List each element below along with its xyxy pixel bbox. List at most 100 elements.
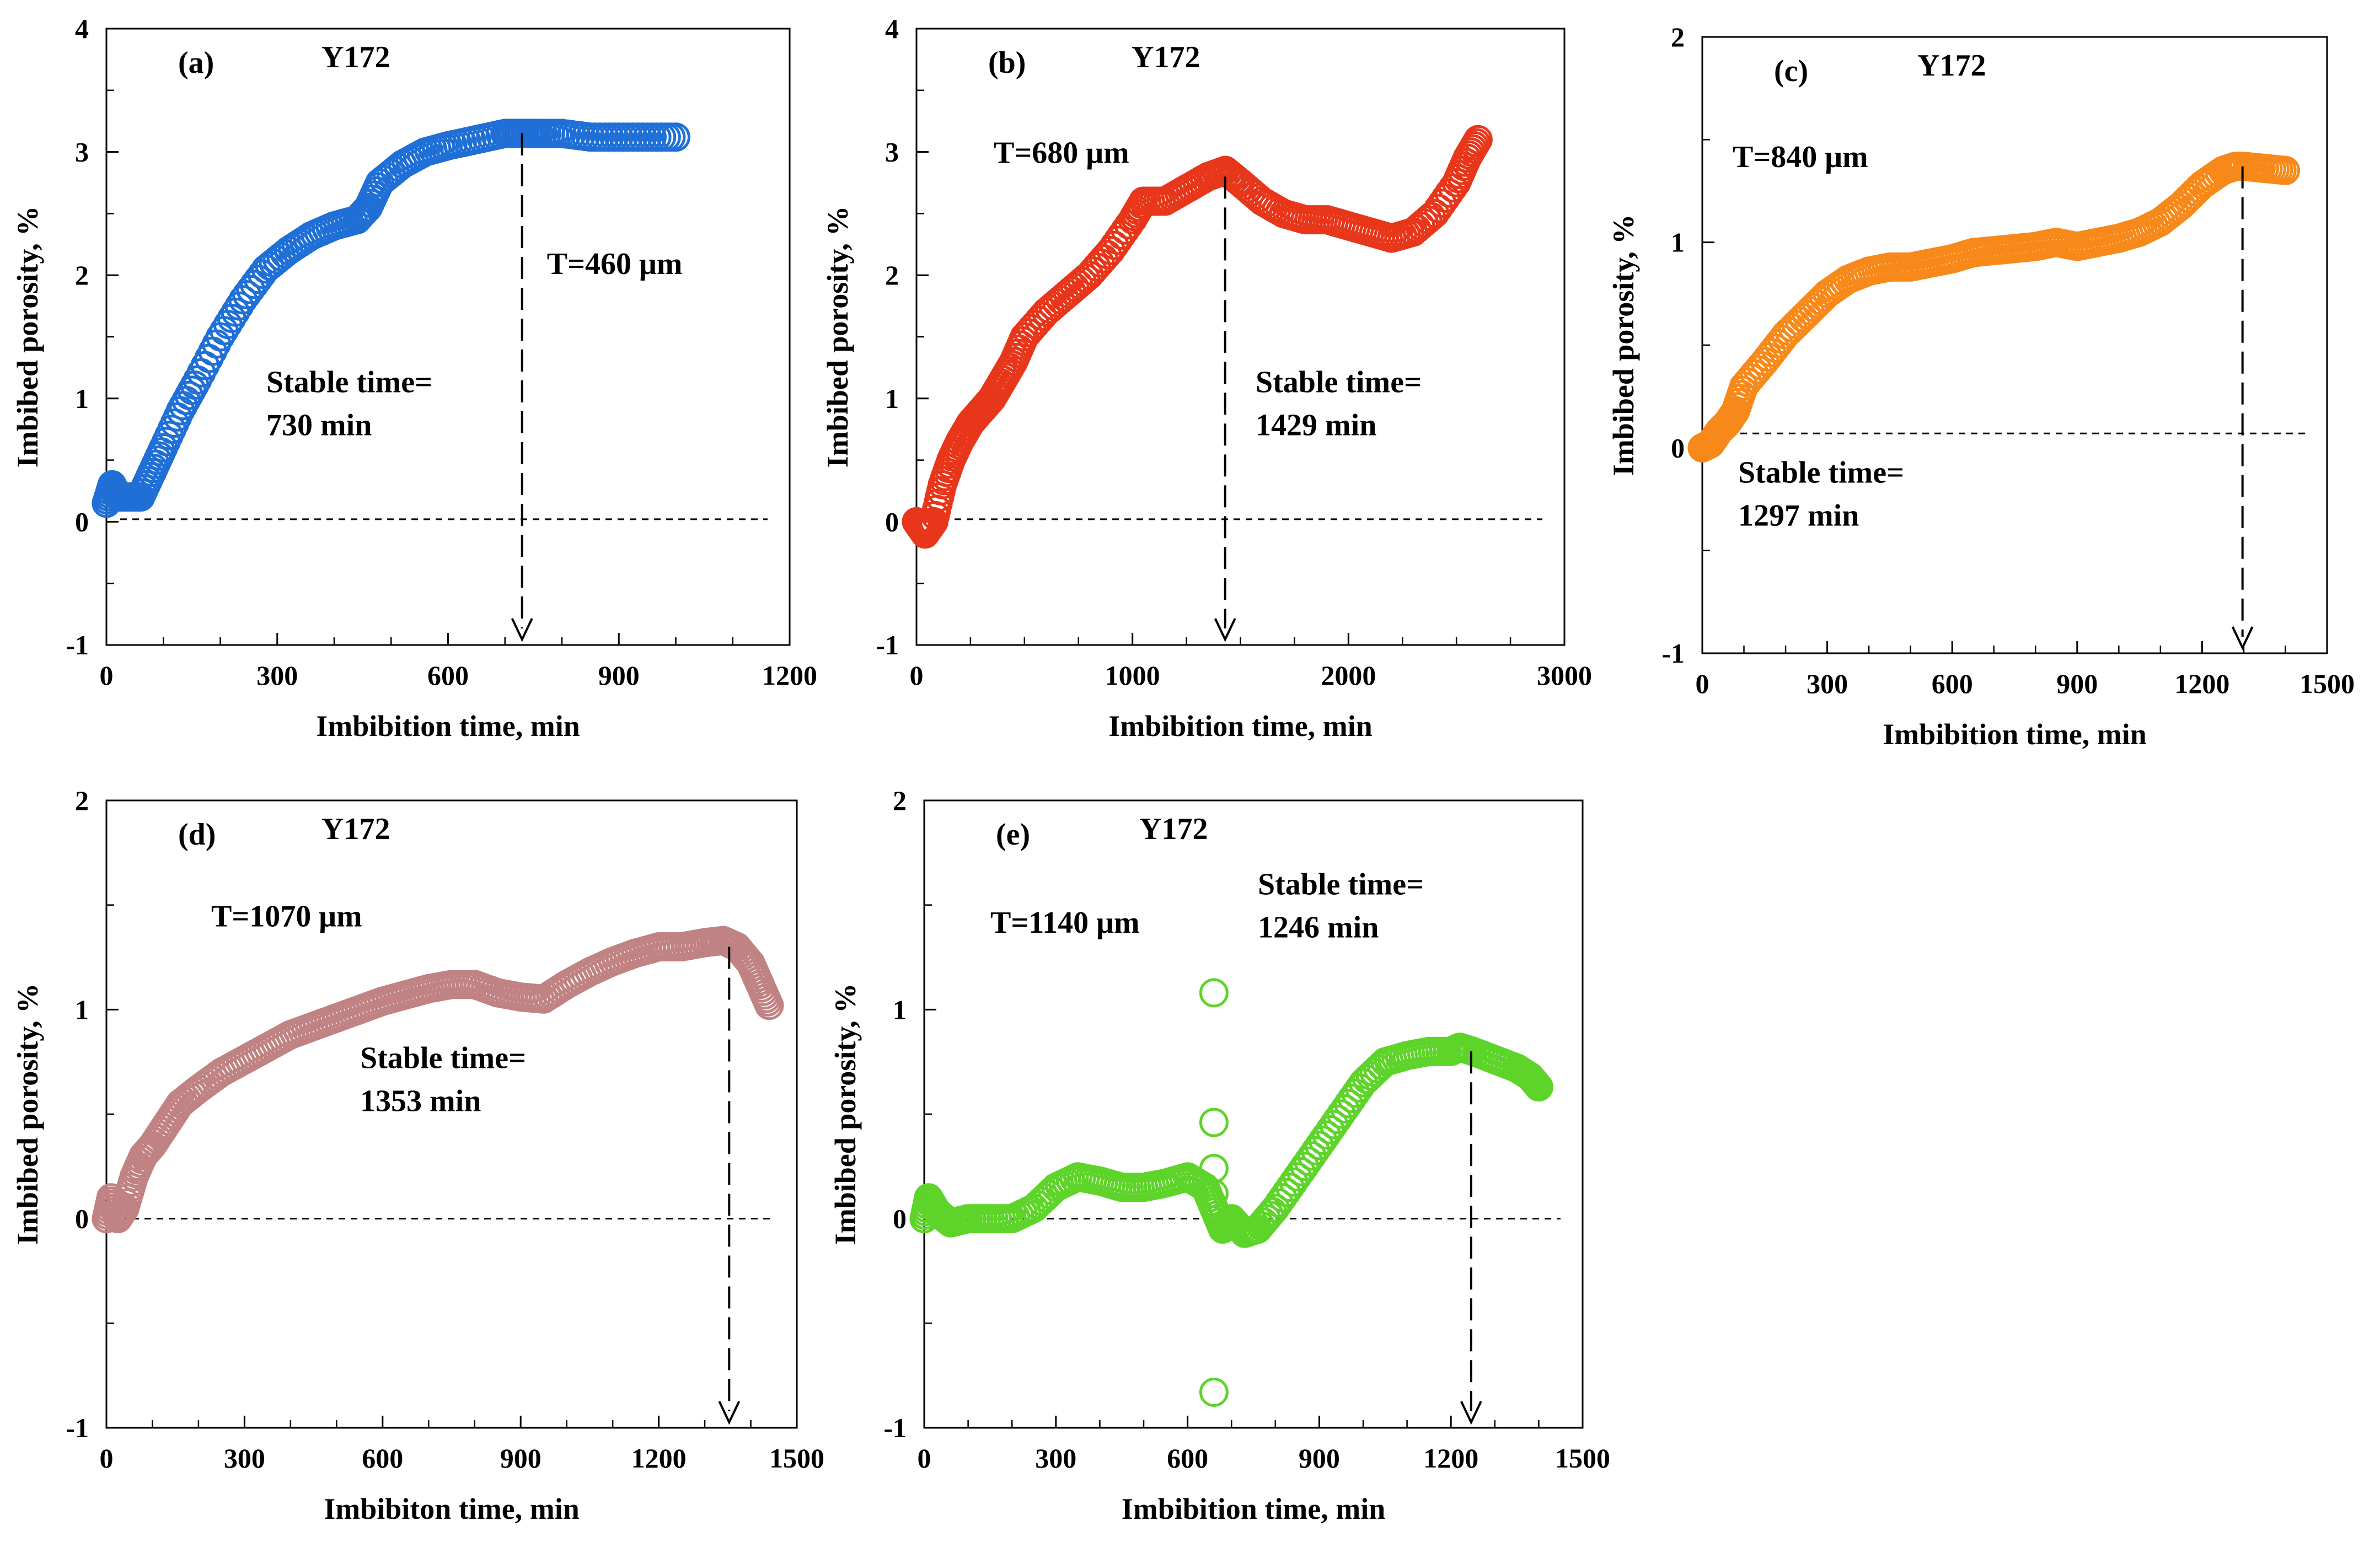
plot-frame [105, 28, 791, 646]
data-point [232, 280, 262, 310]
y-axis-label: Imbibed porosity, % [1607, 214, 1640, 476]
y-tick-label: 1 [1671, 227, 1685, 258]
data-point [661, 122, 690, 152]
sample-name: Y172 [1139, 812, 1208, 846]
arrow-head [1214, 618, 1236, 642]
data-point [1460, 131, 1489, 160]
x-tick-label: 1200 [762, 660, 817, 691]
y-tick-label: 3 [885, 137, 899, 168]
stable-time-label: Stable time= [266, 365, 432, 400]
x-tick-label: 0 [1696, 668, 1709, 699]
plot-frame [923, 799, 1584, 1429]
y-tick-label: 4 [75, 13, 89, 44]
stable-time-value: 1353 min [360, 1084, 481, 1119]
outlier-point [1199, 1179, 1229, 1208]
sample-name: Y172 [1132, 40, 1200, 74]
stable-time-label: Stable time= [1738, 456, 1904, 490]
x-tick-label: 900 [598, 660, 640, 691]
y-tick-label: 2 [1671, 21, 1685, 52]
thickness-label: T=460 μm [547, 247, 683, 281]
y-tick-label: 2 [75, 785, 89, 816]
y-tick-label: -1 [883, 1412, 907, 1443]
y-tick-label: 0 [75, 506, 89, 537]
x-tick-label: 300 [224, 1443, 265, 1474]
data-point [236, 275, 266, 304]
data-point [1413, 205, 1443, 235]
sample-name: Y172 [1917, 49, 1986, 83]
y-tick-label: -1 [1661, 638, 1685, 669]
y-tick-label: 0 [885, 506, 899, 537]
arrow-head [718, 1401, 741, 1425]
y-tick-label: -1 [66, 630, 89, 660]
x-axis-label: Imbibition time, min [1883, 718, 2147, 751]
x-tick-label: 2000 [1321, 660, 1376, 691]
y-tick-label: 4 [885, 13, 899, 44]
y-tick-label: 1 [75, 383, 89, 414]
x-tick-label: 900 [500, 1443, 542, 1474]
data-point [2270, 155, 2300, 185]
y-tick-label: 1 [885, 383, 899, 414]
panel-label: (b) [988, 46, 1026, 80]
thickness-label: T=1070 μm [211, 900, 362, 934]
x-tick-label: 600 [1932, 668, 1973, 699]
x-tick-label: 0 [910, 660, 924, 691]
stable-time-value: 730 min [266, 408, 372, 443]
stable-time-label: Stable time= [1258, 868, 1424, 902]
y-axis-label: Imbibed porosity, % [829, 983, 862, 1245]
panel-e: 0 300 600 900 1200 1500 -1 0 1 2 Imbibition time, … [829, 785, 1610, 1525]
x-tick-label: 1000 [1105, 660, 1160, 691]
x-tick-label: 1500 [1555, 1443, 1610, 1474]
y-tick-label: 2 [893, 785, 907, 816]
y-axis-label: Imbibed porosity, % [11, 983, 44, 1245]
stable-time-value: 1297 min [1738, 499, 1859, 533]
y-axis-label: Imbibed porosity, % [821, 206, 854, 468]
panel-label: (c) [1774, 54, 1808, 88]
outlier-point [1199, 1108, 1229, 1137]
x-axis-label: Imbibition time, min [316, 709, 580, 743]
x-tick-label: 0 [100, 1443, 114, 1474]
plot-frame [1701, 36, 2328, 654]
stable-time-label: Stable time= [360, 1041, 526, 1076]
y-tick-label: -1 [876, 630, 899, 660]
x-tick-label: 1200 [2174, 668, 2229, 699]
x-tick-label: 300 [1807, 668, 1848, 699]
x-tick-label: 3000 [1537, 660, 1592, 691]
y-tick-label: 2 [75, 260, 89, 291]
x-tick-label: 1500 [2299, 668, 2355, 699]
stable-time-value: 1246 min [1258, 911, 1379, 945]
data-point [239, 270, 269, 299]
x-tick-label: 1200 [631, 1443, 687, 1474]
sample-name: Y172 [321, 40, 390, 74]
sample-name: Y172 [321, 812, 390, 846]
panel-d: 0 300 600 900 1200 1500 -1 0 1 2 Imbibiton time, m… [11, 785, 824, 1525]
panel-b: 0 1000 2000 3000 -1 0 1 2 3 4 Imbibition time, min… [821, 13, 1592, 743]
data-point [754, 991, 784, 1020]
x-tick-label: 900 [2056, 668, 2098, 699]
arrow-head [511, 618, 533, 642]
thickness-label: T=1140 μm [990, 906, 1140, 940]
y-tick-label: 1 [75, 994, 89, 1025]
x-tick-label: 0 [100, 660, 114, 691]
arrow-head [1460, 1401, 1482, 1425]
x-tick-label: 300 [1035, 1443, 1076, 1474]
y-tick-label: 2 [885, 260, 899, 291]
x-axis-label: Imbibition time, min [1108, 709, 1373, 743]
x-tick-label: 300 [256, 660, 298, 691]
data-point [1461, 128, 1491, 158]
data-point [1524, 1072, 1553, 1102]
x-axis-label: Imbibiton time, min [324, 1492, 580, 1525]
outlier-point [1199, 1378, 1229, 1407]
x-tick-label: 600 [1167, 1443, 1208, 1474]
outlier-point [1199, 978, 1229, 1008]
x-tick-label: 1200 [1423, 1443, 1478, 1474]
data-point [1463, 125, 1493, 154]
x-tick-label: 900 [1299, 1443, 1340, 1474]
x-tick-label: 0 [918, 1443, 931, 1474]
stable-time-label: Stable time= [1256, 365, 1422, 400]
y-axis-label: Imbibed porosity, % [11, 206, 44, 468]
y-tick-label: 0 [75, 1203, 89, 1234]
y-tick-label: 1 [893, 994, 907, 1025]
x-axis-label: Imbibition time, min [1122, 1492, 1386, 1525]
thickness-label: T=680 μm [994, 136, 1129, 170]
